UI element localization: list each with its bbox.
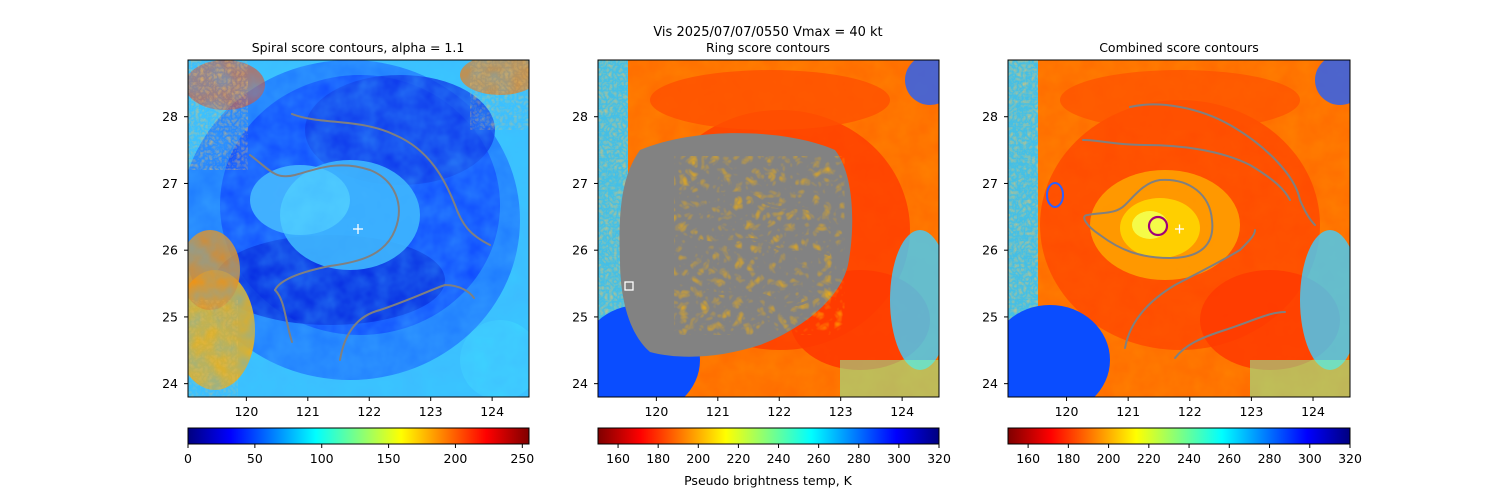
combined-center-marker: [1175, 224, 1184, 234]
panel-spiral: Spiral score contours, alpha = 1.1: [162, 40, 534, 466]
x-tick-label: 124: [890, 404, 914, 419]
y-tick-label: 27: [162, 176, 178, 191]
colorbar-tick-label: 240: [767, 451, 791, 466]
colorbar-tick-label: 160: [606, 451, 630, 466]
combined-axes: 120 121 122 123 124 24 25 26 27 28: [982, 109, 1325, 419]
combined-heatmap: [1008, 60, 1350, 397]
colorbar-tick-label: 150: [377, 451, 401, 466]
y-tick-label: 25: [162, 309, 178, 324]
x-tick-label: 120: [1055, 404, 1079, 419]
colorbar-tick-label: 180: [1056, 451, 1080, 466]
colorbar-tick-label: 180: [646, 451, 670, 466]
x-tick-label: 122: [1178, 404, 1202, 419]
ring-heatmap: [598, 60, 939, 397]
colorbar-tick-label: 280: [1258, 451, 1282, 466]
panel-ring-frame: [597, 59, 940, 398]
x-tick-label: 121: [1116, 404, 1140, 419]
combined-colorbar-ticks: 160 180 200 220 240 260 280 300 320: [1016, 444, 1362, 466]
colorbar-tick-label: 100: [310, 451, 334, 466]
colorbar-tick-label: 300: [1298, 451, 1322, 466]
x-tick-label: 120: [644, 404, 668, 419]
spiral-axes: 120 121 122 123 124 24 25 26 27 28: [162, 109, 504, 419]
colorbar-tick-label: 260: [1217, 451, 1241, 466]
figure-suptitle: Vis 2025/07/07/0550 Vmax = 40 kt: [653, 25, 882, 40]
panel-ring: Ring score contours 120 121 122 123 1: [572, 40, 951, 488]
colorbar-tick-label: 320: [927, 451, 951, 466]
combined-contours: [1082, 103, 1316, 359]
colorbar-tick-label: 200: [686, 451, 710, 466]
y-tick-label: 28: [162, 109, 178, 124]
colorbar-tick-label: 200: [1097, 451, 1121, 466]
x-tick-label: 122: [767, 404, 791, 419]
y-tick-label: 27: [572, 176, 588, 191]
panel-combined: Combined score contours: [982, 40, 1362, 466]
y-tick-label: 25: [982, 309, 998, 324]
x-tick-label: 124: [480, 404, 504, 419]
combined-circle-marker: [1147, 215, 1169, 237]
colorbar-tick-label: 160: [1016, 451, 1040, 466]
y-tick-label: 27: [982, 176, 998, 191]
x-tick-label: 123: [829, 404, 853, 419]
y-tick-label: 25: [572, 309, 588, 324]
colorbar-tick-label: 240: [1177, 451, 1201, 466]
y-tick-label: 28: [572, 109, 588, 124]
x-tick-label: 120: [234, 404, 258, 419]
panel-spiral-title: Spiral score contours, alpha = 1.1: [252, 40, 465, 55]
y-tick-label: 26: [982, 243, 998, 258]
combined-colorbar: [1007, 427, 1351, 445]
colorbar-tick-label: 220: [1137, 451, 1161, 466]
x-tick-label: 123: [1239, 404, 1263, 419]
spiral-heatmap: [188, 60, 529, 397]
colorbar-tick-label: 320: [1338, 451, 1362, 466]
y-tick-label: 24: [572, 376, 588, 391]
ring-axes: 120 121 122 123 124 24 25 26 27 28: [572, 109, 914, 419]
y-tick-label: 28: [982, 109, 998, 124]
panel-ring-title: Ring score contours: [706, 40, 830, 55]
x-tick-label: 122: [357, 404, 381, 419]
y-tick-label: 24: [162, 376, 178, 391]
colorbar-tick-label: 0: [184, 451, 192, 466]
y-tick-label: 24: [982, 376, 998, 391]
ring-colorbar-label: Pseudo brightness temp, K: [684, 473, 853, 488]
ring-colorbar-ticks: 160 180 200 220 240 260 280 300 320: [606, 444, 951, 466]
spiral-colorbar-ticks: 0 50 100 150 200 250: [184, 444, 534, 466]
y-tick-label: 26: [572, 243, 588, 258]
ring-colorbar: [597, 427, 940, 445]
colorbar-tick-label: 250: [510, 451, 534, 466]
colorbar-tick-label: 280: [847, 451, 871, 466]
panel-combined-frame: [1007, 59, 1351, 398]
colorbar-tick-label: 220: [726, 451, 750, 466]
colorbar-tick-label: 300: [887, 451, 911, 466]
colorbar-tick-label: 50: [247, 451, 263, 466]
spiral-center-marker: [353, 224, 363, 234]
colorbar-tick-label: 260: [807, 451, 831, 466]
panel-spiral-frame: [187, 59, 530, 398]
x-tick-label: 123: [419, 404, 443, 419]
panel-combined-title: Combined score contours: [1099, 40, 1259, 55]
colorbar-tick-label: 200: [444, 451, 468, 466]
y-tick-label: 26: [162, 243, 178, 258]
x-tick-label: 124: [1301, 404, 1325, 419]
ring-square-marker: [624, 281, 634, 291]
spiral-colorbar: [187, 427, 530, 445]
x-tick-label: 121: [296, 404, 320, 419]
spiral-contours: [249, 113, 491, 361]
x-tick-label: 121: [706, 404, 730, 419]
